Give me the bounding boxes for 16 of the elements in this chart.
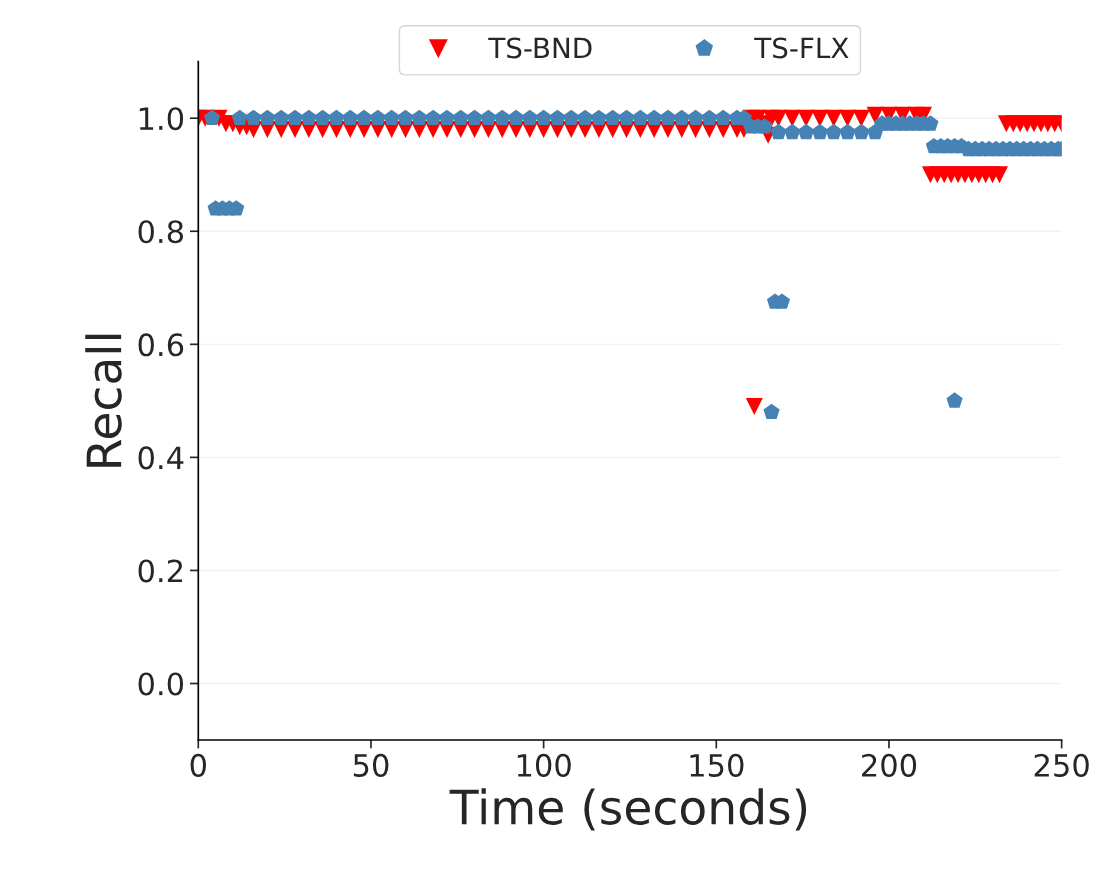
x-axis-title: Time (seconds) bbox=[449, 788, 807, 831]
y-tick-label: 0.4 bbox=[138, 446, 184, 470]
y-tick-label: 0.6 bbox=[138, 333, 184, 357]
x-tick-label: 200 bbox=[862, 753, 917, 777]
legend-label: TS-BND bbox=[488, 37, 592, 59]
y-axis-title: Recall bbox=[85, 334, 122, 467]
y-tick-label: 0.8 bbox=[138, 220, 184, 244]
y-tick-label: 0.0 bbox=[138, 672, 184, 696]
x-tick-label: 100 bbox=[517, 753, 571, 777]
x-tick-label: 0 bbox=[190, 753, 206, 777]
legend-label: TS-FLX bbox=[754, 37, 849, 59]
x-tick-label: 50 bbox=[353, 753, 389, 777]
y-tick-label: 0.2 bbox=[138, 559, 183, 583]
y-tick-label: 1.0 bbox=[139, 107, 184, 131]
x-tick-label: 250 bbox=[1034, 753, 1089, 777]
x-tick-label: 150 bbox=[690, 753, 744, 777]
